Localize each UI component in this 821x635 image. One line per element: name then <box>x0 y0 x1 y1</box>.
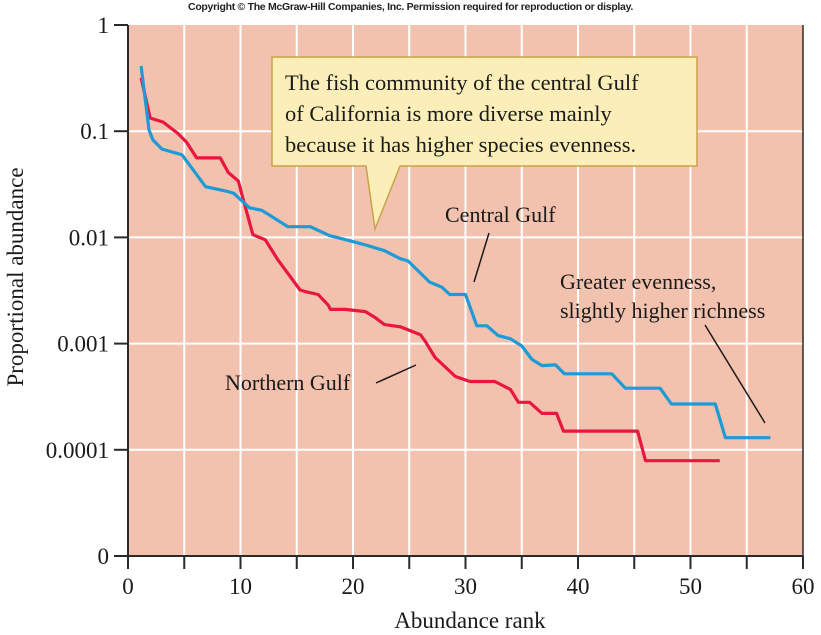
copyright-notice: Copyright © The McGraw-Hill Companies, I… <box>188 1 633 13</box>
northern-gulf-label: Northern Gulf <box>225 370 351 395</box>
y-tick-label: 0.0001 <box>46 438 109 463</box>
callout-line-2: of California is more diverse mainly <box>285 101 613 126</box>
evenness-leader <box>704 324 766 424</box>
x-tick-label: 40 <box>567 574 590 599</box>
x-tick-label: 60 <box>792 574 815 599</box>
central-gulf-label: Central Gulf <box>445 202 556 227</box>
callout: The fish community of the central Gulf o… <box>271 56 698 232</box>
callout-line-3: because it has higher species evenness. <box>285 132 636 157</box>
evenness-label-line-1: Greater evenness, <box>560 269 716 294</box>
northern-gulf-leader <box>375 364 417 384</box>
x-tick-label: 10 <box>229 574 252 599</box>
x-tick-label: 20 <box>342 574 365 599</box>
y-tick-label: 0.01 <box>69 225 109 250</box>
callout-line-1: The fish community of the central Gulf <box>285 70 639 95</box>
y-tick-label: 0 <box>98 544 110 569</box>
y-tick-label: 0.1 <box>80 119 109 144</box>
y-axis-title: Proportional abundance <box>3 167 28 386</box>
x-axis-title: Abundance rank <box>394 608 546 633</box>
northern-gulf-line <box>139 77 720 463</box>
y-tick-label: 1 <box>98 13 110 38</box>
central-gulf-line <box>139 65 771 440</box>
evenness-label-line-2: slightly higher richness <box>560 298 765 323</box>
x-tick-label: 0 <box>122 574 134 599</box>
x-tick-label: 30 <box>454 574 477 599</box>
y-tick-label: 0.001 <box>57 332 109 357</box>
central-gulf-leader <box>473 232 490 283</box>
axis-ticks: 0 10 20 30 40 50 60 1 0.1 0.01 0.001 0.0001 0 <box>46 13 815 599</box>
callout-box <box>271 56 698 232</box>
data-series <box>139 65 771 463</box>
x-tick-label: 50 <box>679 574 702 599</box>
